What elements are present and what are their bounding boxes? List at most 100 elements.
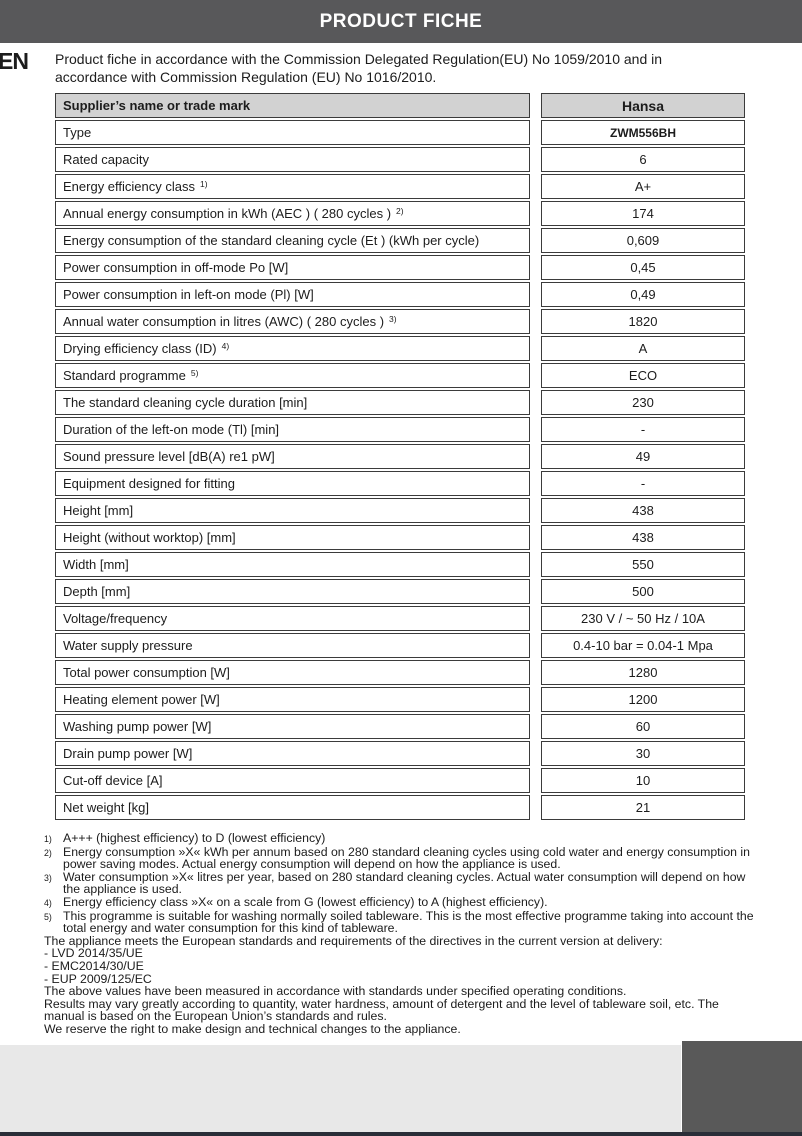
spec-value-cell: 1200 [541, 687, 745, 712]
footnotes-section: 1) A+++ (highest efficiency) to D (lowes… [44, 832, 761, 1036]
table-row: Power consumption in left-on mode (Pl) [… [55, 282, 745, 307]
spec-value-cell: 0,49 [541, 282, 745, 307]
spec-value-cell: 30 [541, 741, 745, 766]
spec-label-cell: Depth [mm] [55, 579, 530, 604]
spec-value-cell: 230 V / ~ 50 Hz / 10A [541, 606, 745, 631]
table-row: Energy efficiency class 1) A+ [55, 174, 745, 199]
spec-label-cell: Height (without worktop) [mm] [55, 525, 530, 550]
spec-label: Water supply pressure [63, 638, 193, 653]
spec-label-cell: Duration of the left-on mode (Tl) [min] [55, 417, 530, 442]
spec-label: Drying efficiency class (ID) [63, 341, 217, 356]
table-row: Power consumption in off-mode Po [W] 0,4… [55, 255, 745, 280]
language-label: EN [0, 48, 29, 74]
spec-label: Energy consumption of the standard clean… [63, 233, 480, 248]
table-row: Heating element power [W] 1200 [55, 687, 745, 712]
spec-label: Power consumption in left-on mode (Pl) [… [63, 287, 314, 302]
paragraph-line: - EMC2014/30/UE [44, 958, 144, 973]
spec-value: 30 [635, 746, 651, 761]
spec-value: A [638, 341, 648, 356]
spec-label: Width [mm] [63, 557, 129, 572]
table-row: Water supply pressure 0.4-10 bar = 0.04-… [55, 633, 745, 658]
spec-value: Hansa [621, 97, 665, 114]
spec-value-cell: 1280 [541, 660, 745, 685]
spec-label: Total power consumption [W] [63, 665, 230, 680]
table-row: Duration of the left-on mode (Tl) [min] … [55, 417, 745, 442]
table-row: Annual energy consumption in kWh (AEC ) … [55, 201, 745, 226]
footnote-text: Energy consumption »X« kWh per annum bas… [63, 844, 750, 872]
footnote-ref: 1) [200, 179, 208, 189]
paragraph-line: We reserve the right to make design and … [44, 1021, 461, 1036]
footer-dark-block [682, 1041, 802, 1132]
footnote-item: 2) Energy consumption »X« kWh per annum … [44, 844, 761, 872]
spec-value: 550 [632, 557, 654, 572]
paragraph-line: - LVD 2014/35/UE [44, 946, 143, 961]
spec-label-cell: Drying efficiency class (ID) 4) [55, 336, 530, 361]
spec-value-cell: 230 [541, 390, 745, 415]
footer-light-band [0, 1045, 681, 1132]
footnote-item: 1) A+++ (highest efficiency) to D (lowes… [44, 832, 761, 846]
spec-value: 21 [635, 800, 651, 815]
spec-value: 0,45 [630, 260, 656, 275]
spec-label-cell: Rated capacity [55, 147, 530, 172]
paragraph-line: - EUP 2009/125/EC [44, 971, 152, 986]
spec-value-cell: - [541, 471, 745, 496]
spec-label-cell: Energy consumption of the standard clean… [55, 228, 530, 253]
paragraph-line: The above values have been measured in a… [44, 984, 627, 999]
table-row: Width [mm] 550 [55, 552, 745, 577]
spec-label-cell: Energy efficiency class 1) [55, 174, 530, 199]
spec-label-cell: Cut-off device [A] [55, 768, 530, 793]
table-row: Net weight [kg] 21 [55, 795, 745, 820]
spec-label: Annual energy consumption in kWh (AEC ) … [63, 206, 392, 221]
table-row: Energy consumption of the standard clean… [55, 228, 745, 253]
paragraph-line: Results may vary greatly according to qu… [44, 996, 719, 1024]
footnote-list: 1) A+++ (highest efficiency) to D (lowes… [44, 832, 761, 935]
spec-value-cell: 10 [541, 768, 745, 793]
spec-value: 1200 [628, 692, 658, 707]
page-title: PRODUCT FICHE [319, 10, 483, 32]
footnote-ref: 5) [190, 368, 199, 378]
spec-value: 0,609 [626, 233, 660, 248]
spec-value-cell: 0.4-10 bar = 0.04-1 Mpa [541, 633, 745, 658]
footnote-text: A+++ (highest efficiency) to D (lowest e… [63, 831, 326, 845]
spec-value-cell: A [541, 336, 745, 361]
table-row: The standard cleaning cycle duration [mi… [55, 390, 745, 415]
footnote-item: 3) Water consumption »X« litres per year… [44, 869, 761, 897]
footnote-ref: 4) [221, 341, 230, 351]
spec-value-cell: 174 [541, 201, 745, 226]
spec-label: Cut-off device [A] [63, 773, 163, 788]
footnote-text: Energy efficiency class »X« on a scale f… [63, 894, 548, 909]
spec-label-cell: Annual water consumption in litres (AWC)… [55, 309, 530, 334]
table-row: Voltage/frequency 230 V / ~ 50 Hz / 10A [55, 606, 745, 631]
spec-value-cell: Hansa [541, 93, 745, 118]
table-row: Washing pump power [W] 60 [55, 714, 745, 739]
spec-value: 230 V / ~ 50 Hz / 10A [581, 611, 705, 626]
paragraph-line: The appliance meets the European standar… [44, 933, 663, 948]
spec-value: 230 [632, 395, 654, 410]
spec-value: 438 [632, 530, 654, 545]
spec-label-cell: Drain pump power [W] [55, 741, 530, 766]
spec-label-cell: Washing pump power [W] [55, 714, 530, 739]
spec-label-cell: Water supply pressure [55, 633, 530, 658]
spec-label-cell: Height [mm] [55, 498, 530, 523]
spec-value-cell: 6 [541, 147, 745, 172]
spec-label: Washing pump power [W] [63, 719, 212, 734]
footnote-marker: 1) [44, 834, 52, 844]
spec-value-cell: 0,45 [541, 255, 745, 280]
spec-value: 0,49 [630, 287, 656, 302]
spec-value: 1820 [628, 314, 658, 329]
spec-label: Supplier’s name or trade mark [63, 98, 251, 113]
spec-label-cell: Net weight [kg] [55, 795, 530, 820]
table-row: Height (without worktop) [mm] 438 [55, 525, 745, 550]
spec-value: A+ [634, 179, 652, 194]
spec-value: 438 [632, 503, 654, 518]
table-row: Type ZWM556BH [55, 120, 745, 145]
footnote-marker: 2) [44, 847, 52, 858]
spec-value: 1280 [628, 665, 658, 680]
spec-value-cell: 21 [541, 795, 745, 820]
table-row: Drying efficiency class (ID) 4) A [55, 336, 745, 361]
title-bar: PRODUCT FICHE [0, 0, 802, 43]
footnote-text: Water consumption »X« litres per year, b… [63, 869, 746, 897]
footnote-ref: 2) [396, 206, 404, 216]
spec-value-cell: 438 [541, 525, 745, 550]
